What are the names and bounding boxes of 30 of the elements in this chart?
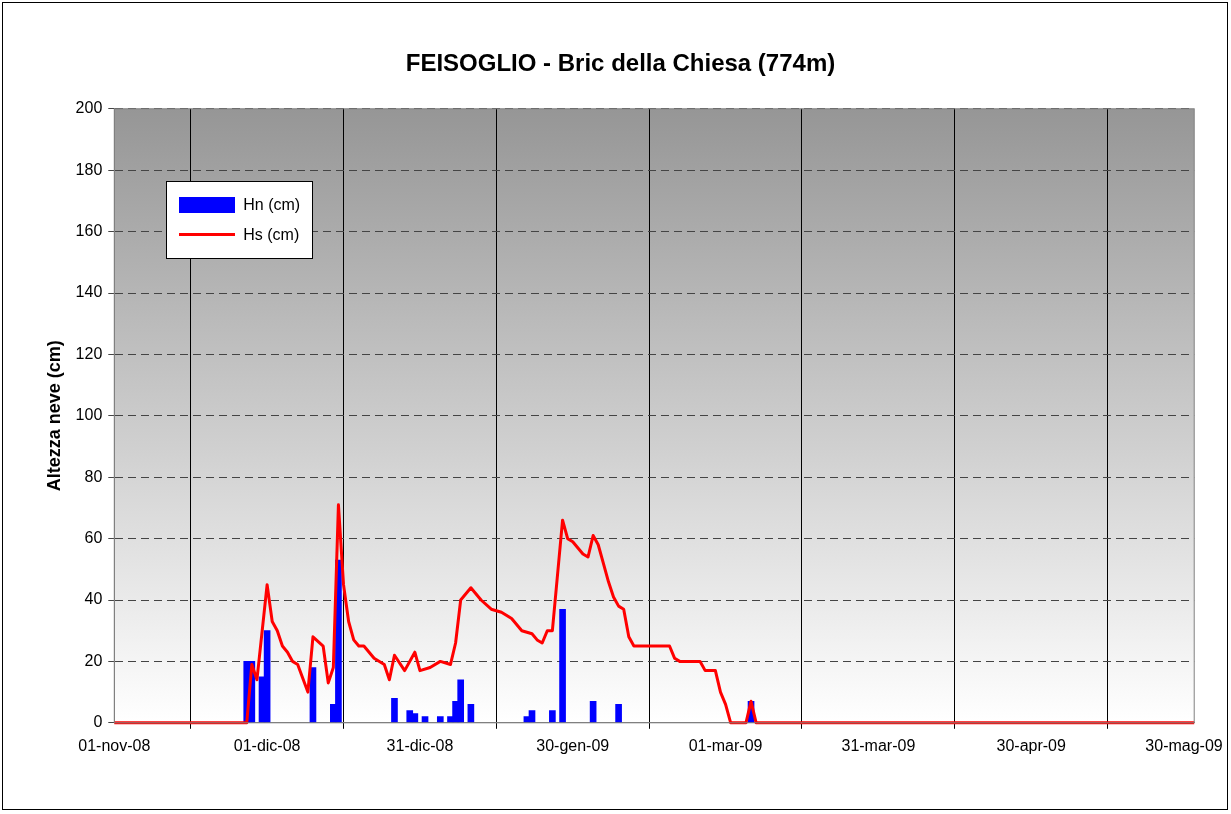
bar xyxy=(436,716,444,723)
x-tick-label: 01-dic-08 xyxy=(233,736,301,754)
x-tick-label: 30-gen-09 xyxy=(536,736,610,754)
y-tick-label: 160 xyxy=(75,222,103,240)
legend-label: Hn (cm) xyxy=(243,195,301,214)
bar xyxy=(391,697,398,723)
chart-title: FEISOGLIO - Bric della Chiesa (774m) xyxy=(405,49,836,77)
y-tick-label: 120 xyxy=(75,344,103,362)
x-tick-label: 30-apr-09 xyxy=(996,736,1066,754)
y-tick-label: 100 xyxy=(75,406,103,424)
bar xyxy=(615,704,622,723)
y-tick-label: 40 xyxy=(84,590,103,608)
y-tick-label: 80 xyxy=(84,467,103,485)
y-axis-title: Altezza neve (cm) xyxy=(43,340,64,492)
bar xyxy=(549,710,556,723)
x-tick-label: 01-nov-08 xyxy=(78,736,151,754)
x-tick-label: 31-mar-09 xyxy=(841,736,916,754)
y-tick-label: 200 xyxy=(75,99,103,117)
y-tick-label: 0 xyxy=(93,713,103,731)
bar xyxy=(263,630,271,723)
y-tick-label: 180 xyxy=(75,160,103,178)
x-tick-label: 31-dic-08 xyxy=(386,736,454,754)
legend-label: Hs (cm) xyxy=(243,225,300,244)
y-tick-label: 20 xyxy=(84,651,103,669)
y-tick-label: 140 xyxy=(75,283,103,301)
bar xyxy=(559,608,566,723)
bar xyxy=(406,710,414,723)
y-tick-label: 60 xyxy=(84,529,103,547)
x-tick-label: 30-mag-09 xyxy=(1145,736,1223,754)
x-tick-label: 01-mar-09 xyxy=(688,736,763,754)
